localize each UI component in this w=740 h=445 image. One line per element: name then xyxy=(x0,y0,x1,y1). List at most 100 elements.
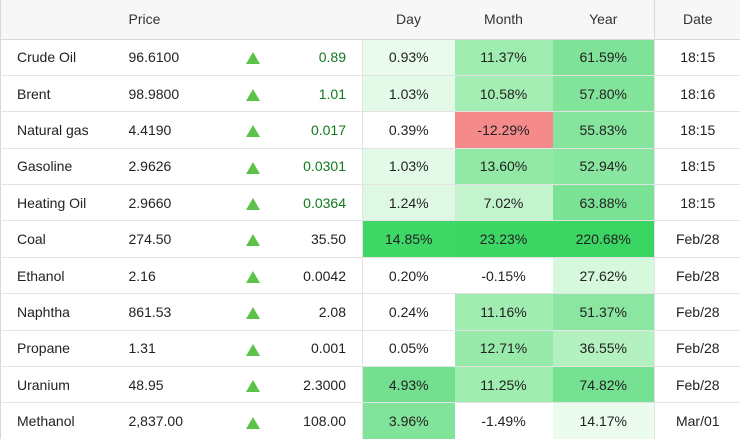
header-date[interactable]: Date xyxy=(654,0,740,40)
table-row[interactable]: Gasoline 2.9626 0.0301 1.03% 13.60% 52.94% 18:… xyxy=(0,148,740,186)
year-percent: 36.55% xyxy=(552,330,655,368)
header-arrow xyxy=(222,0,283,40)
price-value: 274.50 xyxy=(126,220,223,258)
date-value: 18:15 xyxy=(654,184,740,222)
up-arrow-icon xyxy=(245,198,260,211)
year-percent: 57.80% xyxy=(552,75,655,113)
price-value: 2.9626 xyxy=(126,148,223,186)
price-value: 861.53 xyxy=(126,293,223,331)
up-arrow-icon xyxy=(245,343,260,356)
date-value: 18:15 xyxy=(654,111,740,149)
date-value: Feb/28 xyxy=(654,257,740,295)
change-value: 0.017 xyxy=(282,111,363,149)
change-value: 0.0301 xyxy=(282,148,363,186)
header-month[interactable]: Month xyxy=(454,0,553,40)
day-percent: 0.39% xyxy=(362,111,455,149)
up-arrow-icon xyxy=(245,270,260,283)
day-percent: 0.93% xyxy=(362,39,455,76)
date-value: 18:15 xyxy=(654,39,740,76)
day-percent: 0.24% xyxy=(362,293,455,331)
commodity-name[interactable]: Brent xyxy=(0,75,127,113)
up-arrow-icon xyxy=(245,380,260,392)
table-row[interactable]: Crude Oil 96.6100 0.89 0.93% 11.37% 61.59% 18:… xyxy=(0,39,740,76)
header-day[interactable]: Day xyxy=(362,0,455,40)
header-name xyxy=(0,0,127,40)
table-row[interactable]: Ethanol 2.16 0.0042 0.20% -0.15% 27.62% Feb/28 xyxy=(0,257,740,295)
day-percent: 1.24% xyxy=(362,184,455,222)
commodity-name[interactable]: Natural gas xyxy=(0,111,127,149)
change-arrow-cell xyxy=(222,220,283,258)
year-percent: 61.59% xyxy=(552,39,655,76)
date-value: Mar/01 xyxy=(654,402,740,440)
year-percent: 220.68% xyxy=(552,220,655,258)
commodity-name[interactable]: Ethanol xyxy=(0,257,127,295)
table-row[interactable]: Naphtha 861.53 2.08 0.24% 11.16% 51.37% Feb/28 xyxy=(0,293,740,331)
change-value: 35.50 xyxy=(282,220,363,258)
commodity-name[interactable]: Coal xyxy=(0,220,127,258)
change-arrow-cell xyxy=(222,148,283,186)
month-percent: 23.23% xyxy=(454,220,553,258)
year-percent: 27.62% xyxy=(552,257,655,295)
month-percent: 7.02% xyxy=(454,184,553,222)
month-percent: 11.16% xyxy=(454,293,553,331)
change-value: 108.00 xyxy=(303,413,346,430)
year-percent: 63.88% xyxy=(552,184,655,222)
change-arrow-cell xyxy=(222,184,283,222)
change-arrow-cell xyxy=(222,39,283,76)
date-value: 18:16 xyxy=(654,75,740,113)
date-value: Feb/28 xyxy=(654,220,740,258)
table-row[interactable]: Coal 274.50 35.50 14.85% 23.23% 220.68% Feb/28 xyxy=(0,220,740,258)
commodity-name[interactable]: Heating Oil xyxy=(0,184,127,222)
change-value: 1.01 xyxy=(282,75,363,113)
up-arrow-icon xyxy=(245,88,260,101)
up-arrow-icon xyxy=(245,125,260,138)
table-row[interactable]: Uranium 48.95 2.3000 4.93% 11.25% 74.82% Feb/2… xyxy=(0,366,740,404)
commodity-name[interactable]: Propane xyxy=(0,330,127,368)
price-value: 4.4190 xyxy=(126,111,223,149)
header-price[interactable]: Price xyxy=(126,0,223,40)
up-arrow-icon xyxy=(245,234,260,247)
price-value: 48.95 xyxy=(126,366,223,404)
month-percent: 12.71% xyxy=(454,330,553,368)
date-value: 18:15 xyxy=(654,148,740,186)
date-value: Feb/28 xyxy=(654,330,740,368)
change-value: 2.3000 xyxy=(282,366,363,404)
day-percent: 3.96% xyxy=(362,402,455,440)
change-arrow-cell xyxy=(222,330,283,368)
month-percent: 10.58% xyxy=(454,75,553,113)
price-value: 98.9800 xyxy=(126,75,223,113)
day-percent: 1.03% xyxy=(362,148,455,186)
day-percent: 1.03% xyxy=(362,75,455,113)
price-value: 1.31 xyxy=(126,330,223,368)
up-arrow-icon xyxy=(245,416,260,429)
change-value: 0.89 xyxy=(282,39,363,76)
year-percent: 74.82% xyxy=(552,366,655,404)
month-percent: -0.15% xyxy=(454,257,553,295)
day-percent: 0.20% xyxy=(362,257,455,295)
price-value: 2.16 xyxy=(126,257,223,295)
year-percent: 55.83% xyxy=(552,111,655,149)
header-change xyxy=(282,0,363,40)
price-value: 96.6100 xyxy=(126,39,223,76)
commodity-name[interactable]: Naphtha xyxy=(0,293,127,331)
commodity-name[interactable]: Gasoline xyxy=(0,148,127,186)
table-row[interactable]: Methanol 2,837.00 108.00 3.96% -1.49% 14.17% M… xyxy=(0,402,740,440)
table-row[interactable]: Brent 98.9800 1.01 1.03% 10.58% 57.80% 18:16 xyxy=(0,75,740,113)
header-year[interactable]: Year xyxy=(552,0,655,40)
commodity-name[interactable]: Methanol xyxy=(0,402,127,440)
change-value: 2.08 xyxy=(282,293,363,331)
price-value: 2,837.00 xyxy=(128,413,184,430)
up-arrow-icon xyxy=(245,52,260,65)
commodity-name[interactable]: Uranium xyxy=(0,366,127,404)
change-arrow-cell xyxy=(222,257,283,295)
day-percent: 14.85% xyxy=(362,220,455,258)
day-percent: 4.93% xyxy=(362,366,455,404)
month-percent: 11.25% xyxy=(454,366,553,404)
year-percent: 51.37% xyxy=(552,293,655,331)
commodity-name[interactable]: Crude Oil xyxy=(0,39,127,76)
date-value: Feb/28 xyxy=(654,293,740,331)
table-row[interactable]: Propane 1.31 0.001 0.05% 12.71% 36.55% Feb/28 xyxy=(0,330,740,368)
table-row[interactable]: Natural gas 4.4190 0.017 0.39% -12.29% 55.83%… xyxy=(0,111,740,149)
table-row[interactable]: Heating Oil 2.9660 0.0364 1.24% 7.02% 63.88% 1… xyxy=(0,184,740,222)
